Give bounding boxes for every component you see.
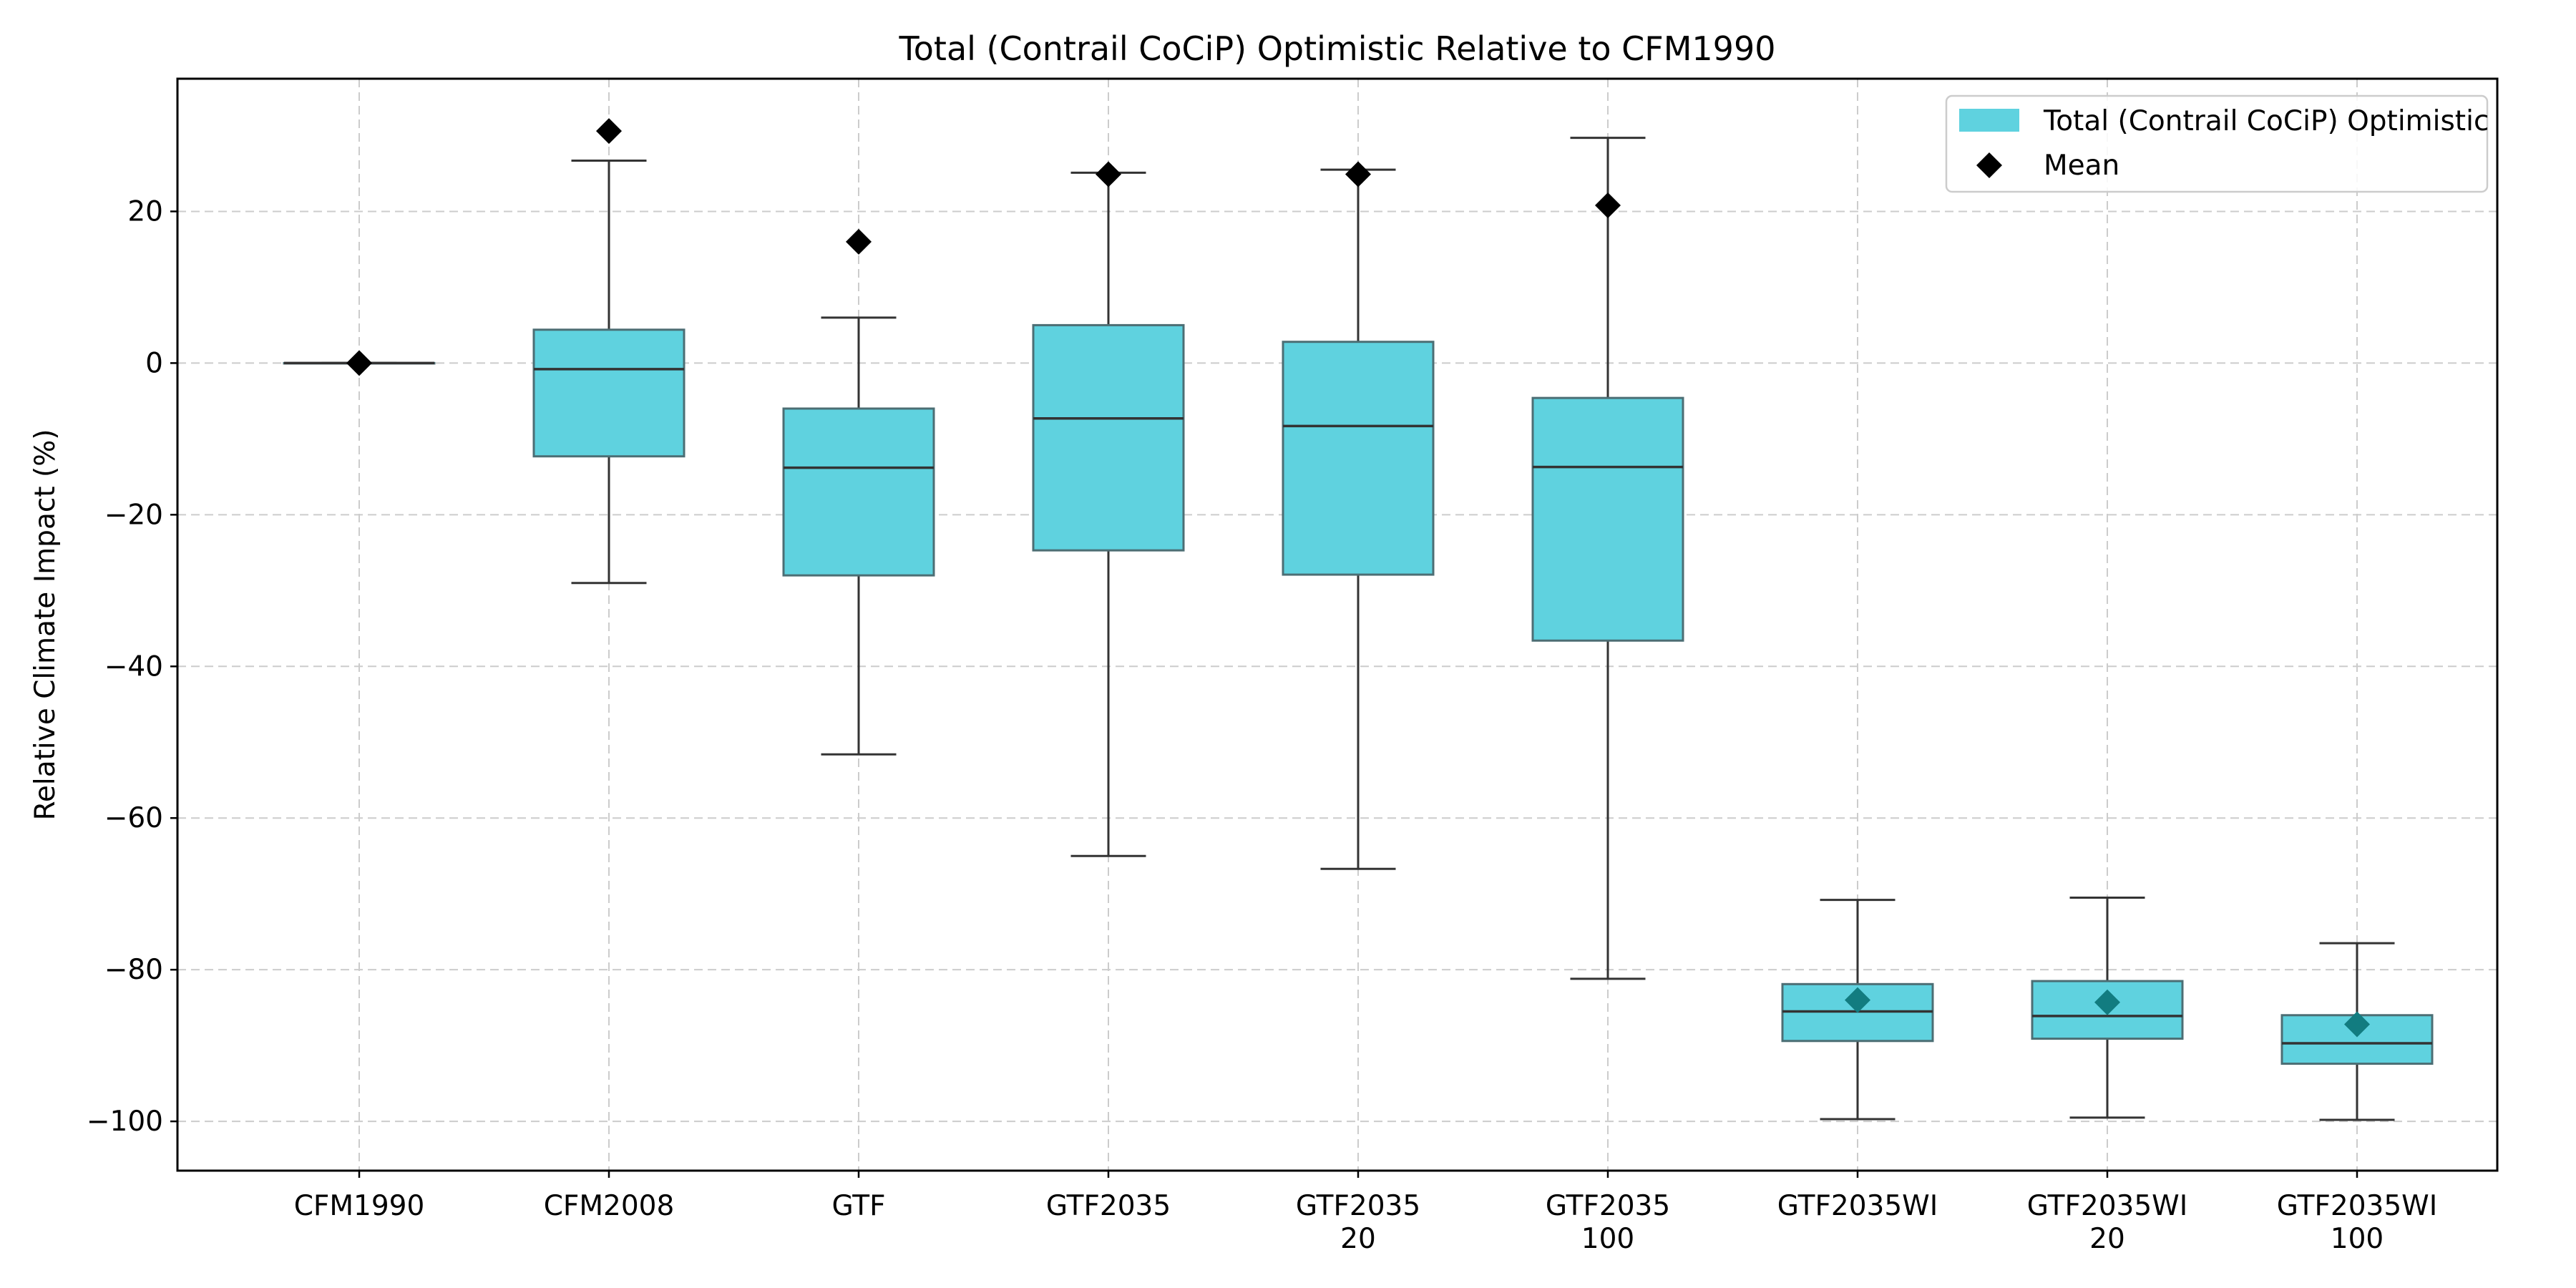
box [1282, 341, 1435, 576]
y-tick-label: 0 [145, 347, 163, 379]
y-tick-label: −60 [104, 802, 163, 834]
box-group [532, 159, 686, 585]
legend-mean-label: Mean [2044, 150, 2119, 182]
y-tick-label: −100 [87, 1106, 163, 1138]
x-tick-label: CFM1990 [294, 1190, 425, 1222]
box [1032, 323, 1185, 552]
x-tick-label: 100 [2331, 1223, 2384, 1255]
x-tick-label: 20 [2089, 1223, 2125, 1255]
x-tick-label: 100 [1581, 1223, 1634, 1255]
y-axis-title: Relative Climate Impact (%) [29, 429, 62, 821]
x-tick-label: GTF2035WI [2027, 1190, 2187, 1222]
y-tick-label: −20 [104, 499, 163, 531]
x-tick-label: GTF [831, 1190, 885, 1222]
mean-marker [2344, 1011, 2370, 1038]
chart-title: Total (Contrail CoCiP) Optimistic Relati… [899, 29, 1776, 68]
x-tick-label: GTF2035WI [1777, 1190, 1938, 1222]
box-group [1531, 137, 1684, 980]
y-tick-label: 20 [127, 195, 163, 228]
plot-frame [176, 77, 2499, 1172]
legend-frame [1945, 94, 2489, 193]
x-tick-label: GTF2035 [1046, 1190, 1171, 1222]
y-tick-label: −40 [104, 650, 163, 683]
mean-marker [2094, 989, 2120, 1015]
legend-series-label: Total (Contrail CoCiP) Optimistic [2043, 105, 2489, 137]
legend-mean-marker [1976, 152, 2002, 178]
legend: Total (Contrail CoCiP) Optimistic Mean [1945, 94, 2489, 193]
mean-marker [1845, 987, 1870, 1013]
box [1531, 396, 1684, 642]
mean-marker [596, 118, 622, 145]
legend-swatch [1959, 109, 2019, 132]
x-tick-label: GTF2035 [1296, 1190, 1420, 1222]
x-tick-label: CFM2008 [544, 1190, 675, 1222]
box-group [1282, 168, 1435, 870]
box-group [1032, 171, 1185, 857]
mean-marker [346, 350, 372, 376]
boxes [283, 137, 2434, 1121]
mean-marker [1096, 161, 1121, 187]
x-tick-label: GTF2035 [1546, 1190, 1670, 1222]
x-tick-label: GTF2035WI [2277, 1190, 2437, 1222]
box [782, 407, 935, 577]
mean-marker [846, 228, 872, 255]
mean-markers [346, 118, 2370, 1038]
box [532, 328, 686, 458]
axes: 20 0 −20 −40 −60 −80 −100 CFM1990 CFM2008 GTF GTF2… [87, 77, 2499, 1255]
mean-marker [1345, 161, 1371, 187]
x-tick-label: 20 [1340, 1223, 1376, 1255]
y-tick-label: −80 [104, 954, 163, 986]
box-group [782, 316, 935, 756]
mean-marker [1595, 192, 1621, 218]
